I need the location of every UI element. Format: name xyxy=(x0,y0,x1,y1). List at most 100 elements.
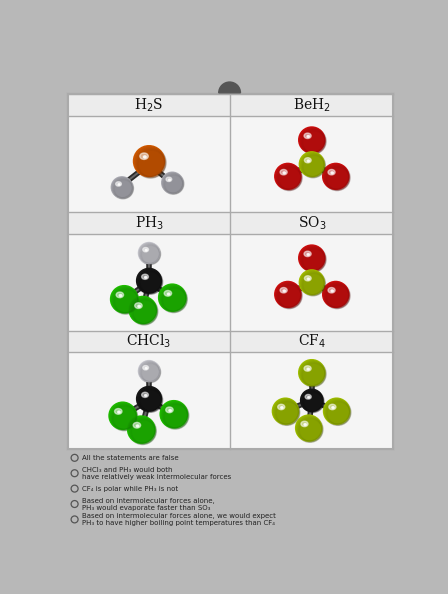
Circle shape xyxy=(111,286,138,313)
Ellipse shape xyxy=(116,182,121,186)
Ellipse shape xyxy=(307,278,310,280)
Ellipse shape xyxy=(118,184,120,185)
Circle shape xyxy=(297,416,322,441)
Circle shape xyxy=(301,129,325,153)
Circle shape xyxy=(299,270,324,295)
Text: SO$_3$: SO$_3$ xyxy=(297,214,326,232)
Text: PH₃ to have higher boiling point temperatures than CF₄: PH₃ to have higher boiling point tempera… xyxy=(82,520,276,526)
Text: Based on intermolecular forces alone,: Based on intermolecular forces alone, xyxy=(82,498,215,504)
Ellipse shape xyxy=(304,424,306,425)
Ellipse shape xyxy=(138,305,140,307)
Circle shape xyxy=(324,283,350,309)
Circle shape xyxy=(163,173,184,194)
Ellipse shape xyxy=(166,177,172,182)
Circle shape xyxy=(275,163,301,189)
Ellipse shape xyxy=(142,392,148,397)
Circle shape xyxy=(302,154,324,177)
Wedge shape xyxy=(219,82,241,93)
Circle shape xyxy=(112,286,138,313)
Circle shape xyxy=(299,245,325,271)
Circle shape xyxy=(301,271,325,296)
Circle shape xyxy=(137,268,161,293)
Ellipse shape xyxy=(116,292,124,298)
Circle shape xyxy=(139,244,159,264)
Ellipse shape xyxy=(280,287,287,293)
Circle shape xyxy=(140,390,162,412)
Circle shape xyxy=(113,289,138,313)
Ellipse shape xyxy=(308,397,310,398)
Ellipse shape xyxy=(304,133,311,138)
Circle shape xyxy=(278,167,302,189)
Bar xyxy=(68,213,230,234)
Circle shape xyxy=(276,402,299,425)
Circle shape xyxy=(300,128,325,153)
Circle shape xyxy=(275,401,299,425)
Circle shape xyxy=(137,387,161,411)
Bar xyxy=(230,330,393,352)
Circle shape xyxy=(138,150,165,177)
Circle shape xyxy=(129,418,156,444)
Ellipse shape xyxy=(304,251,311,257)
Ellipse shape xyxy=(143,248,148,252)
Ellipse shape xyxy=(143,365,148,370)
Ellipse shape xyxy=(168,179,170,181)
Ellipse shape xyxy=(307,160,310,162)
Circle shape xyxy=(277,284,301,308)
Ellipse shape xyxy=(145,394,147,396)
Bar xyxy=(230,94,393,116)
Circle shape xyxy=(136,148,165,177)
Circle shape xyxy=(276,282,301,308)
Circle shape xyxy=(162,403,188,428)
Circle shape xyxy=(138,269,162,293)
Circle shape xyxy=(162,172,183,193)
Circle shape xyxy=(162,172,183,193)
Circle shape xyxy=(278,285,302,308)
Circle shape xyxy=(130,298,158,325)
Circle shape xyxy=(132,299,157,324)
Bar xyxy=(68,330,230,352)
Circle shape xyxy=(301,389,323,412)
Circle shape xyxy=(302,129,325,153)
Circle shape xyxy=(303,391,323,412)
Ellipse shape xyxy=(301,421,308,426)
Circle shape xyxy=(302,364,325,386)
Text: CF$_4$: CF$_4$ xyxy=(298,333,326,350)
Circle shape xyxy=(296,415,322,441)
Bar xyxy=(68,352,230,448)
Circle shape xyxy=(323,282,349,307)
Circle shape xyxy=(304,393,323,412)
Circle shape xyxy=(161,287,186,312)
Ellipse shape xyxy=(145,249,147,251)
Circle shape xyxy=(275,282,301,307)
Circle shape xyxy=(274,400,299,424)
Circle shape xyxy=(111,286,138,313)
Circle shape xyxy=(112,405,137,429)
Circle shape xyxy=(323,282,349,307)
Ellipse shape xyxy=(133,422,141,428)
Circle shape xyxy=(139,244,160,264)
Ellipse shape xyxy=(331,290,333,292)
Ellipse shape xyxy=(136,425,139,427)
Text: PH₃ would evaporate faster than SO₃: PH₃ would evaporate faster than SO₃ xyxy=(82,505,211,511)
Circle shape xyxy=(300,246,325,271)
Circle shape xyxy=(276,283,301,308)
Ellipse shape xyxy=(169,409,171,412)
Ellipse shape xyxy=(135,303,142,308)
Circle shape xyxy=(163,403,188,428)
Circle shape xyxy=(139,362,160,383)
Circle shape xyxy=(129,417,155,443)
Circle shape xyxy=(112,287,139,314)
Circle shape xyxy=(164,175,183,194)
Circle shape xyxy=(129,418,155,443)
Circle shape xyxy=(137,268,161,293)
Circle shape xyxy=(274,399,300,425)
Ellipse shape xyxy=(145,276,147,278)
Circle shape xyxy=(302,248,325,271)
Ellipse shape xyxy=(283,290,285,292)
Circle shape xyxy=(137,149,165,177)
Ellipse shape xyxy=(145,368,147,369)
Bar xyxy=(230,116,393,213)
Circle shape xyxy=(303,273,325,295)
Circle shape xyxy=(131,420,155,444)
Circle shape xyxy=(130,419,155,444)
